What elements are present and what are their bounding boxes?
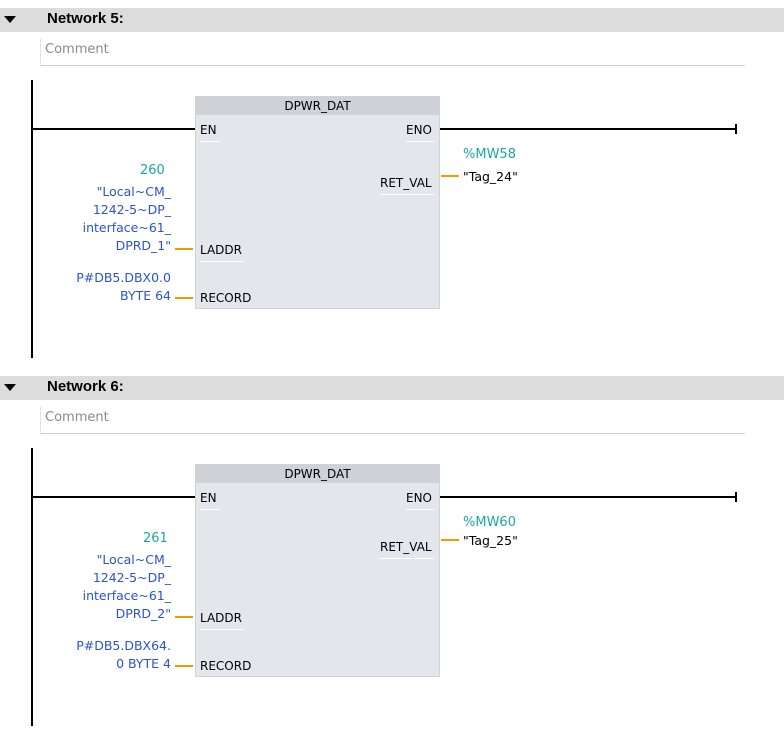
network-header[interactable]: Network 6: [0,376,784,400]
rung-end [735,124,737,134]
laddr-value[interactable]: 261 [143,531,168,546]
laddr-value[interactable]: 260 [140,163,165,178]
laddr-operand[interactable]: "Local~CM_ 1242-5~DP_ interface~61_ DPRD… [83,183,171,255]
pin-laddr[interactable]: LADDR [200,243,242,257]
ret-val-address[interactable]: %MW60 [463,515,516,530]
en-wire[interactable] [33,128,195,130]
block-name: DPWR_DAT [196,465,439,483]
block-name: DPWR_DAT [196,97,439,115]
network-title: Network 6: [47,378,124,395]
laddr-line: interface~61_ [82,220,171,235]
record-connector[interactable] [175,297,193,299]
pin-eno-underline [406,509,434,510]
pin-en-underline [200,141,220,142]
network-5: Network 5: Comment DPWR_DAT EN ENO RET_V… [0,8,784,368]
en-wire[interactable] [33,496,195,498]
pin-ret-val-underline [380,194,434,195]
network-title: Network 5: [47,10,124,27]
pin-en-underline [200,509,220,510]
collapse-triangle-icon[interactable] [4,384,16,391]
rung-end [735,492,737,502]
eno-wire[interactable] [440,128,735,130]
record-operand[interactable]: P#DB5.DBX64. 0 BYTE 4 [76,637,171,673]
pin-ret-val[interactable]: RET_VAL [380,176,432,190]
pin-ret-val[interactable]: RET_VAL [380,540,432,554]
laddr-operand[interactable]: "Local~CM_ 1242-5~DP_ interface~61_ DPRD… [83,551,171,623]
record-connector[interactable] [175,665,193,667]
network-6: Network 6: Comment DPWR_DAT EN ENO RET_V… [0,376,784,736]
laddr-line: DPRD_2" [115,606,171,621]
pin-record[interactable]: RECORD [200,291,252,305]
record-line: 0 BYTE 4 [116,656,171,671]
pin-record[interactable]: RECORD [200,659,252,673]
network-header[interactable]: Network 5: [0,8,784,32]
pin-eno[interactable]: ENO [406,491,433,505]
record-line: P#DB5.DBX64. [76,638,171,653]
ret-val-tag[interactable]: "Tag_24" [463,169,518,184]
pin-en[interactable]: EN [200,491,217,505]
collapse-triangle-icon[interactable] [4,16,16,23]
comment-field[interactable]: Comment [40,39,745,66]
pin-ret-val-underline [380,558,434,559]
function-block[interactable]: DPWR_DAT EN ENO RET_VAL LADDR RECORD [195,96,440,309]
pin-eno[interactable]: ENO [406,123,433,137]
ret-val-connector[interactable] [441,175,459,177]
record-operand[interactable]: P#DB5.DBX0.0 BYTE 64 [76,269,171,305]
laddr-line: DPRD_1" [115,238,171,253]
laddr-connector[interactable] [175,616,193,618]
ret-val-connector[interactable] [441,539,459,541]
function-block[interactable]: DPWR_DAT EN ENO RET_VAL LADDR RECORD [195,464,440,677]
laddr-line: 1242-5~DP_ [92,202,171,217]
pin-laddr[interactable]: LADDR [200,611,242,625]
power-rail [31,448,33,726]
ret-val-tag[interactable]: "Tag_25" [463,533,518,548]
laddr-connector[interactable] [175,248,193,250]
record-line: P#DB5.DBX0.0 [76,270,171,285]
comment-field[interactable]: Comment [40,407,745,434]
pin-laddr-underline [200,261,244,262]
power-rail [31,80,33,358]
laddr-line: "Local~CM_ [96,552,171,567]
ret-val-address[interactable]: %MW58 [463,147,516,162]
pin-en[interactable]: EN [200,123,217,137]
laddr-line: interface~61_ [82,588,171,603]
eno-wire[interactable] [440,496,735,498]
pin-laddr-underline [200,629,244,630]
record-line: BYTE 64 [120,288,171,303]
laddr-line: 1242-5~DP_ [92,570,171,585]
pin-eno-underline [406,141,434,142]
laddr-line: "Local~CM_ [96,184,171,199]
